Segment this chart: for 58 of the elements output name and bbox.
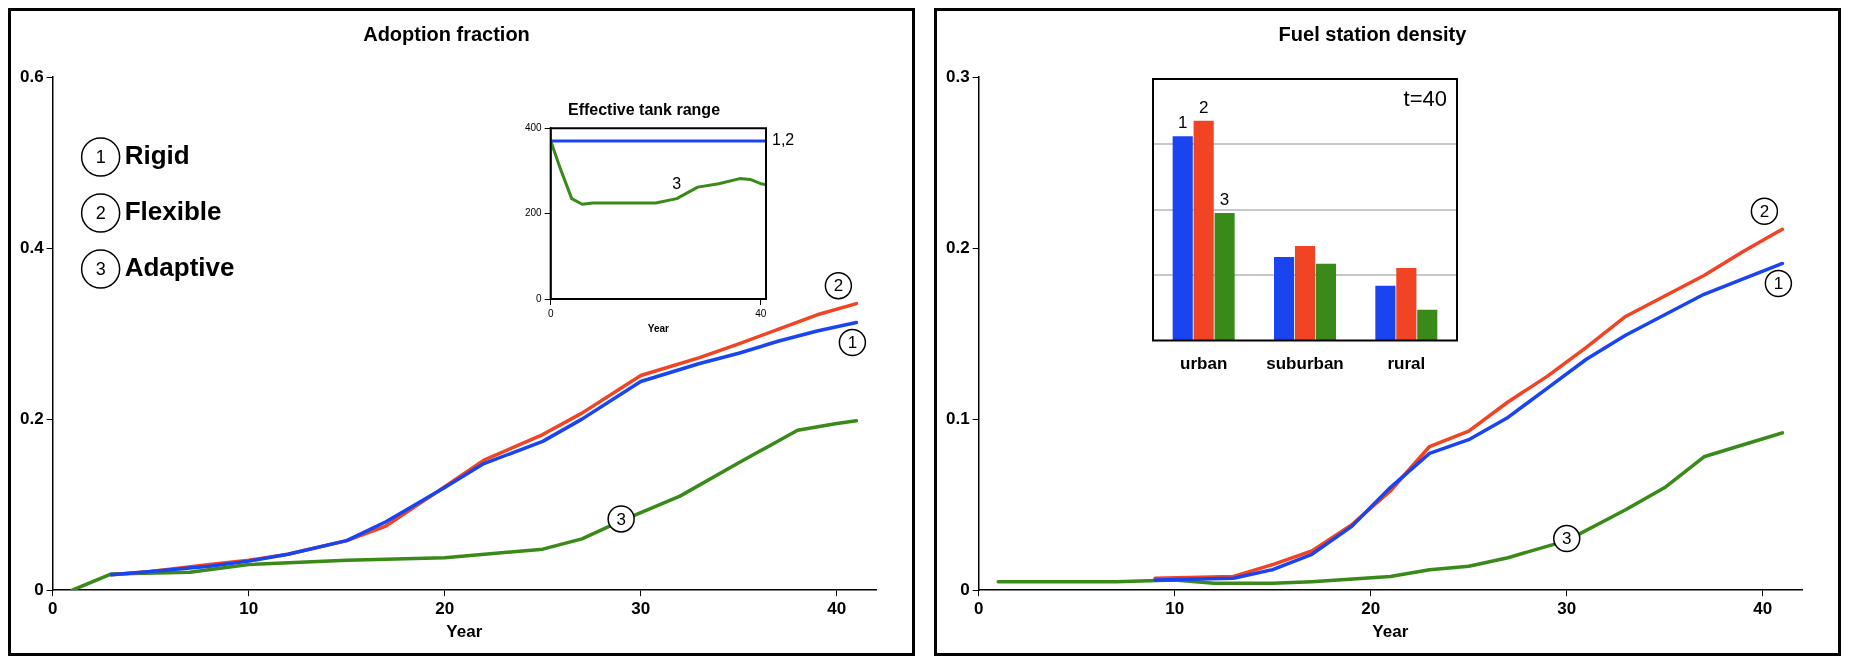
series-label: 2: [1198, 97, 1209, 117]
annotation: Flexible: [124, 196, 222, 227]
y-tick-label: 400: [525, 121, 543, 133]
x-axis-title: Year: [647, 322, 670, 334]
x-tick-label: 20: [435, 599, 455, 619]
x-tick-label: 0: [973, 599, 984, 619]
annotation: t=40: [1403, 86, 1447, 112]
x-tick-label: 40: [827, 599, 847, 619]
bar: [1294, 246, 1316, 341]
x-axis-title: Year: [446, 622, 483, 642]
x-tick-label: rural: [1387, 354, 1426, 374]
series-label: 1: [847, 333, 858, 353]
y-tick-label: 0.4: [19, 237, 45, 257]
bar: [1274, 257, 1295, 341]
bar: [1172, 136, 1193, 341]
x-tick-label: 40: [755, 307, 767, 319]
y-tick-label: 0.1: [945, 408, 970, 428]
chart-title: Fuel station density: [1278, 22, 1468, 45]
y-tick-label: 0.2: [945, 237, 970, 257]
series-label: 3: [1562, 529, 1572, 549]
y-tick-label: 0: [960, 579, 970, 599]
text: 3: [95, 258, 106, 279]
x-tick-label: suburban: [1266, 354, 1344, 374]
bar: [1396, 268, 1417, 341]
bar: [1375, 285, 1396, 341]
y-tick-label: 0: [536, 292, 543, 304]
text: 2: [95, 202, 106, 223]
bar: [1214, 213, 1235, 341]
series-label: 1,2: [772, 131, 795, 149]
y-tick-label: 0.3: [945, 66, 970, 86]
y-tick-label: 0: [34, 579, 44, 599]
series-label: 3: [672, 175, 682, 193]
series-label: 2: [1759, 201, 1770, 221]
annotation: Rigid: [124, 140, 190, 171]
chart-title: Effective tank range: [567, 101, 721, 119]
chart-title: Adoption fraction: [363, 22, 530, 45]
y-tick-label: 200: [525, 207, 543, 219]
y-tick-label: 0.6: [19, 66, 44, 86]
series-label: 3: [1219, 190, 1230, 210]
text: 1: [95, 146, 106, 167]
series-label: 2: [833, 276, 844, 296]
x-tick-label: 0: [47, 599, 58, 619]
x-axis-title: Year: [1372, 622, 1409, 642]
y-tick-label: 0.2: [19, 408, 44, 428]
bar: [1315, 263, 1336, 341]
x-tick-label: 10: [239, 599, 259, 619]
bar: [1417, 309, 1438, 341]
bar: [1193, 120, 1214, 341]
x-tick-label: 40: [1753, 599, 1773, 619]
series-label: 3: [616, 509, 626, 529]
x-tick-label: 30: [1557, 599, 1577, 619]
series-label: 1: [1177, 113, 1188, 133]
x-tick-label: urban: [1180, 354, 1228, 374]
annotation: Adaptive: [124, 252, 235, 283]
series-label: 1: [1773, 274, 1784, 294]
x-tick-label: 30: [631, 599, 651, 619]
x-tick-label: 20: [1361, 599, 1381, 619]
x-tick-label: 10: [1165, 599, 1185, 619]
